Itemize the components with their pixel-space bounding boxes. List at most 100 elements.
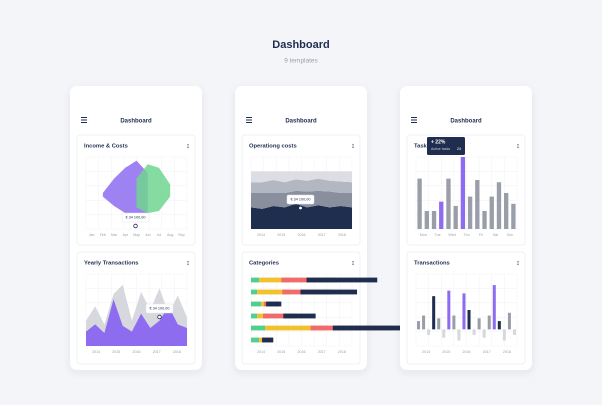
more-icon (352, 145, 354, 147)
bar-segment (251, 313, 258, 319)
x-tick-label: Sun (507, 233, 513, 237)
bar (504, 193, 509, 229)
more-icon (187, 145, 189, 147)
tooltip (286, 194, 315, 205)
bar (427, 329, 431, 335)
tooltip-value: € 34 100,00 (125, 216, 145, 220)
x-tick-label: 2015 (112, 350, 120, 354)
bar (439, 201, 444, 229)
tooltip-value: € 34 100,00 (290, 198, 310, 202)
more-icon (517, 260, 519, 262)
bar (512, 329, 516, 335)
x-tick-label: 2017 (318, 350, 326, 354)
x-tick-label: 2014 (257, 233, 265, 237)
x-tick-label: Jun (145, 233, 151, 237)
x-tick-label: Wed (448, 233, 455, 237)
bar (467, 196, 473, 229)
more-icon (352, 260, 354, 262)
bar (467, 310, 471, 330)
bar (447, 290, 451, 330)
tooltip-label: Active tasks (431, 147, 450, 151)
bar (460, 157, 466, 229)
bar (424, 211, 429, 229)
x-tick-label: 2017 (483, 350, 491, 354)
stacked-area (251, 203, 352, 229)
more-icon (187, 264, 189, 266)
bar (472, 329, 476, 335)
x-tick-label: Mar (111, 233, 118, 237)
panel-title: Categories (249, 261, 279, 267)
bar-segment (265, 325, 325, 331)
x-tick-label: 2018 (173, 350, 181, 354)
more-icon (187, 260, 189, 262)
tooltip (145, 303, 174, 314)
bar (496, 182, 502, 229)
bar-segment (306, 277, 378, 283)
bar (462, 293, 466, 330)
x-tick-label: Jan (89, 233, 95, 237)
tooltip (427, 137, 465, 155)
x-tick-label: 2016 (298, 350, 306, 354)
tooltip-dot (157, 314, 162, 320)
phone-header: Dashboard (285, 119, 317, 125)
x-tick-label: 2016 (463, 350, 471, 354)
bar (453, 205, 458, 229)
tooltip (121, 212, 150, 223)
bar (492, 285, 496, 330)
x-tick-label: 2018 (338, 350, 346, 354)
more-icon (187, 143, 189, 145)
x-tick-label: Aug (167, 233, 173, 237)
x-tick-label: Apr (122, 233, 128, 237)
x-tick-label: 2018 (338, 233, 346, 237)
bar (482, 211, 487, 229)
bar-segment (332, 325, 419, 331)
bar-segment (251, 301, 262, 307)
bar (475, 180, 480, 229)
x-tick-label: Mon (420, 233, 427, 237)
x-tick-label: 2014 (92, 350, 100, 354)
more-icon (517, 145, 519, 147)
bar (489, 196, 494, 229)
x-tick-label: Feb (100, 233, 106, 237)
page-subtitle: 9 templates (284, 58, 318, 65)
panel-title: Tasks (414, 144, 430, 150)
more-icon (517, 143, 519, 145)
more-icon (352, 264, 354, 266)
x-tick-label: 2015 (442, 350, 450, 354)
bar (422, 315, 426, 330)
bar (502, 329, 506, 341)
bar-segment (251, 337, 260, 343)
more-icon (517, 262, 519, 264)
x-tick-label: Jul (157, 233, 162, 237)
bar-segment (251, 289, 258, 295)
stacked-area (251, 178, 352, 193)
tooltip-dot (298, 205, 303, 211)
x-tick-label: 2017 (153, 350, 161, 354)
panel-title: Yearly Transactions (84, 261, 138, 267)
bar (457, 329, 461, 341)
more-icon (352, 143, 354, 145)
more-icon (517, 264, 519, 266)
bar (437, 318, 441, 330)
tooltip-count: 24 (457, 147, 461, 151)
phone-header: Dashboard (120, 119, 152, 125)
more-icon (352, 147, 354, 149)
panel (241, 251, 361, 365)
area (86, 299, 187, 346)
bar (417, 321, 421, 330)
x-tick-label: Tue (435, 233, 441, 237)
more-icon (187, 262, 189, 264)
panel (406, 251, 526, 365)
tooltip-dot (133, 223, 138, 229)
bar-segment (262, 337, 274, 343)
bar (442, 329, 446, 338)
bar (477, 318, 481, 330)
bar (497, 321, 501, 330)
panel-title: Transactions (414, 261, 450, 267)
bar-segment (266, 301, 282, 307)
bar (432, 296, 436, 330)
page-title: Dashboard (272, 39, 329, 51)
more-icon (187, 147, 189, 149)
x-tick-label: 2015 (277, 350, 285, 354)
